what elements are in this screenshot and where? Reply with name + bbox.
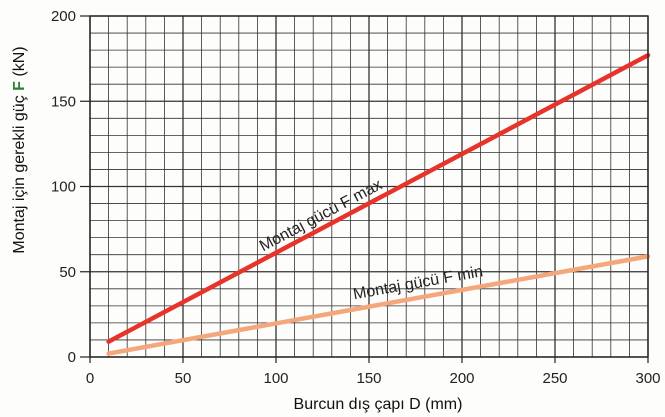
axes xyxy=(80,15,649,363)
x-tick-label: 0 xyxy=(86,370,94,387)
series-line-f-max xyxy=(106,52,651,344)
y-tick-labels: 0 50 100 150 200 xyxy=(51,8,76,366)
series-lines xyxy=(106,52,651,356)
x-axis-label: Burcun dış çapı D (mm) xyxy=(294,396,463,413)
series-line-f-min xyxy=(106,254,651,356)
x-tick-label: 300 xyxy=(635,370,660,387)
x-tick-label: 150 xyxy=(356,370,381,387)
grid xyxy=(89,15,649,358)
x-tick-label: 50 xyxy=(175,370,192,387)
y-axis-label-symbol: F xyxy=(11,81,28,91)
y-tick-label: 200 xyxy=(51,8,76,25)
x-tick-label: 250 xyxy=(542,370,567,387)
y-tick-label: 50 xyxy=(59,264,76,281)
y-tick-label: 150 xyxy=(51,93,76,110)
x-tick-label: 200 xyxy=(449,370,474,387)
y-axis-label-suffix: (kN) xyxy=(11,46,28,81)
y-axis-label-prefix: Montaj için gerekli güç xyxy=(11,91,28,254)
y-axis-label: Montaj için gerekli güç F (kN) xyxy=(11,46,28,253)
x-tick-label: 100 xyxy=(263,370,288,387)
x-tick-labels: 0 50 100 150 200 250 300 xyxy=(86,370,661,387)
y-tick-label: 100 xyxy=(51,179,76,196)
y-tick-label: 0 xyxy=(68,349,76,366)
